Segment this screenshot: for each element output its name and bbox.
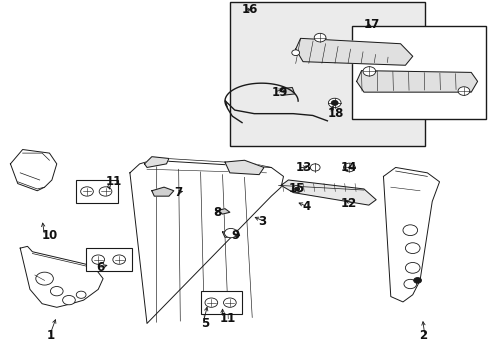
Text: 11: 11 [105,175,122,188]
Polygon shape [281,180,375,205]
Text: 9: 9 [231,229,239,242]
Polygon shape [383,167,439,302]
Polygon shape [10,149,57,191]
Circle shape [294,187,299,191]
Polygon shape [130,160,283,323]
Circle shape [224,228,237,238]
Circle shape [314,33,325,42]
Polygon shape [295,39,412,65]
Text: 12: 12 [340,197,356,210]
Polygon shape [20,246,103,307]
Circle shape [204,298,217,307]
Text: 5: 5 [200,317,208,330]
Circle shape [330,100,337,105]
Text: 13: 13 [295,161,311,174]
Circle shape [223,298,236,307]
Circle shape [113,255,125,264]
Bar [76,180,118,203]
Text: 2: 2 [418,329,427,342]
Polygon shape [217,209,229,214]
Circle shape [405,262,419,273]
Circle shape [362,67,375,76]
Circle shape [99,187,112,196]
Circle shape [50,287,63,296]
Circle shape [92,255,104,264]
Circle shape [457,87,469,95]
Circle shape [310,164,320,171]
Text: 4: 4 [302,201,310,213]
Bar [86,248,132,271]
Text: 16: 16 [242,3,258,16]
Polygon shape [222,230,239,237]
Text: 3: 3 [258,215,266,228]
Text: 14: 14 [340,161,356,174]
Text: 6: 6 [96,261,104,274]
Circle shape [62,296,75,305]
Circle shape [405,243,419,253]
Polygon shape [224,160,264,175]
Circle shape [403,279,416,289]
Polygon shape [356,71,477,92]
Circle shape [81,187,93,196]
Text: 11: 11 [220,311,236,325]
Polygon shape [144,157,168,167]
Text: 8: 8 [212,206,221,219]
Text: 17: 17 [363,18,380,31]
Circle shape [36,272,53,285]
Text: 15: 15 [288,183,304,195]
Circle shape [76,291,86,298]
Bar [229,3,424,146]
Bar [200,291,242,315]
Circle shape [343,163,354,172]
Text: 19: 19 [271,86,287,99]
Circle shape [292,185,302,193]
Circle shape [413,278,421,283]
Text: 18: 18 [327,107,343,120]
Text: 1: 1 [47,329,55,342]
Circle shape [328,98,340,108]
Text: 7: 7 [173,186,182,199]
Text: 10: 10 [42,229,58,242]
Circle shape [402,225,417,235]
Polygon shape [152,187,173,196]
Circle shape [291,50,299,55]
Polygon shape [282,87,294,95]
Bar [351,26,485,119]
